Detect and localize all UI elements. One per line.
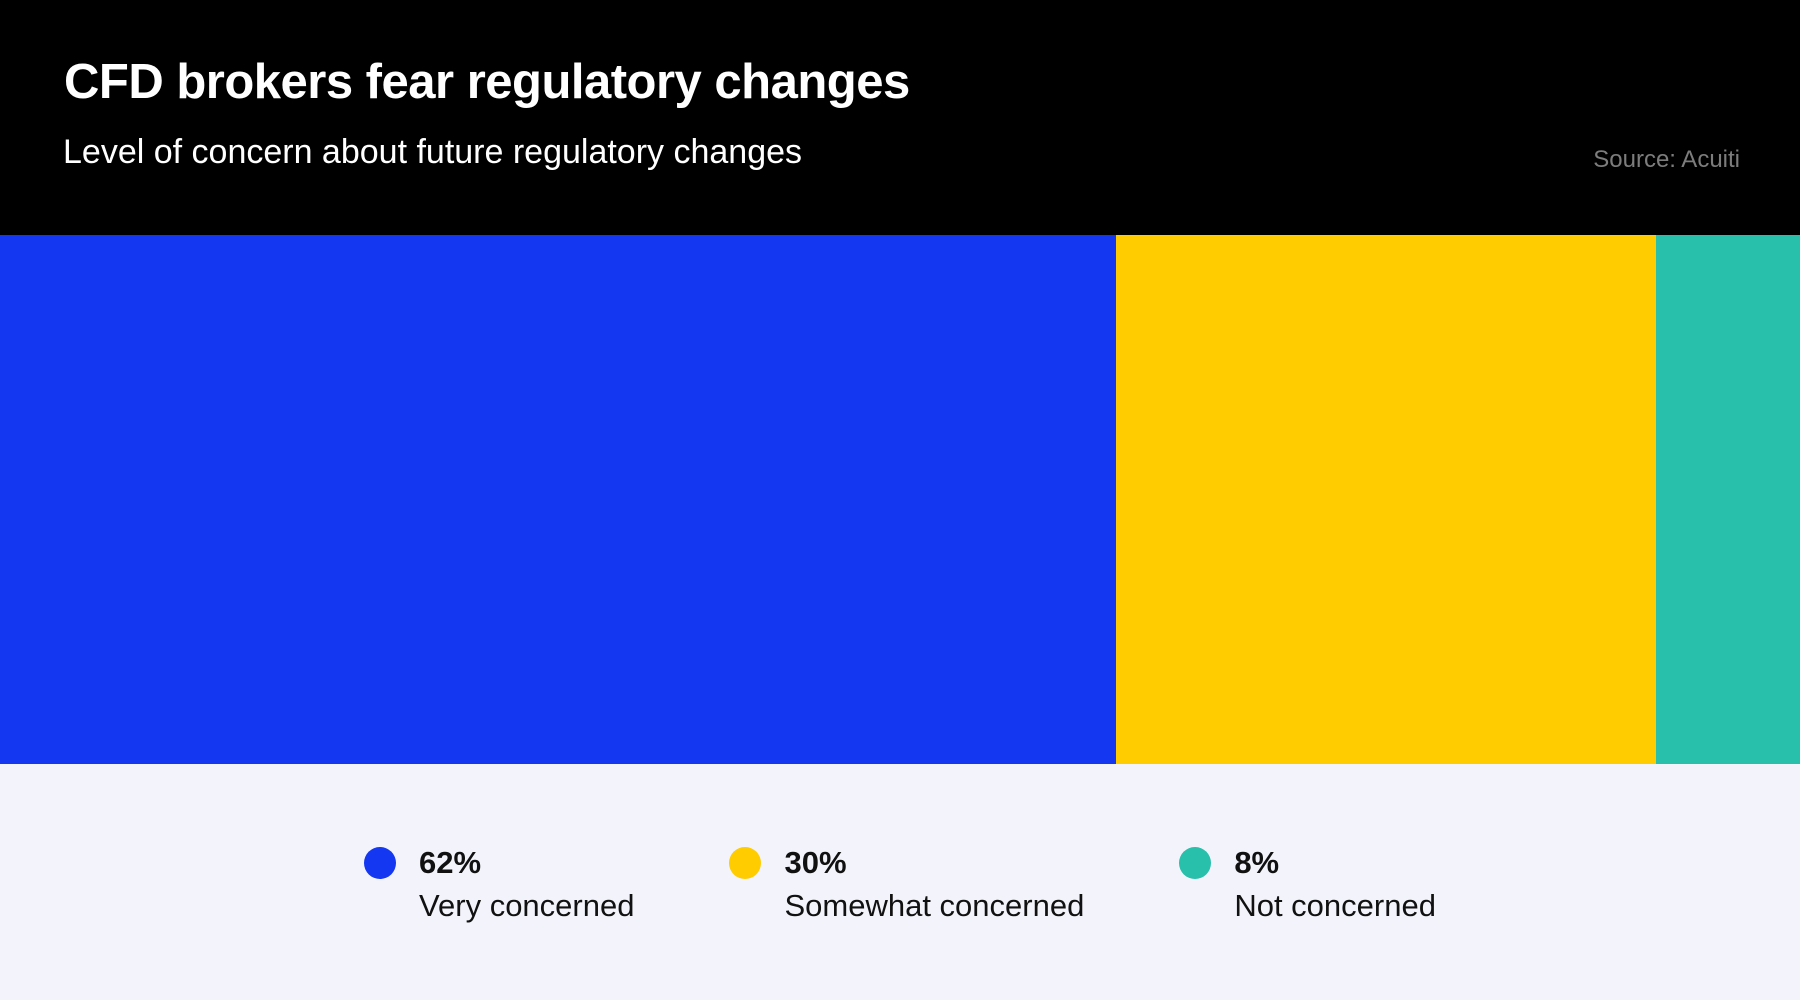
legend-label: Somewhat concerned	[784, 888, 1085, 923]
bar-segment-somewhat-concerned	[1116, 235, 1656, 764]
legend-dot-very-concerned-icon	[364, 847, 397, 879]
legend-value: 62%	[419, 845, 482, 880]
legend-value: 8%	[1234, 845, 1280, 880]
chart-subtitle: Level of concern about future regulatory…	[63, 133, 803, 171]
chart-title: CFD brokers fear regulatory changes	[64, 55, 910, 109]
legend-item-somewhat-concerned: 30% Somewhat concerned	[729, 846, 1084, 923]
legend-area: 62% Very concerned 30% Somewhat concerne…	[0, 764, 1800, 1000]
source-attribution: Source: Acuiti	[1593, 146, 1740, 173]
legend-label: Not concerned	[1234, 888, 1436, 923]
legend-label: Very concerned	[419, 888, 635, 923]
bar-segment-not-concerned	[1656, 235, 1800, 764]
stacked-bar	[0, 235, 1800, 764]
legend-value: 30%	[784, 845, 847, 880]
legend-dot-not-concerned-icon	[1179, 847, 1212, 879]
legend-dot-somewhat-concerned-icon	[729, 847, 762, 879]
legend-item-very-concerned: 62% Very concerned	[364, 846, 634, 923]
legend: 62% Very concerned 30% Somewhat concerne…	[0, 764, 1800, 923]
legend-item-not-concerned: 8% Not concerned	[1179, 846, 1436, 923]
bar-segment-very-concerned	[0, 235, 1116, 764]
chart-header: CFD brokers fear regulatory changes Leve…	[0, 0, 1800, 235]
